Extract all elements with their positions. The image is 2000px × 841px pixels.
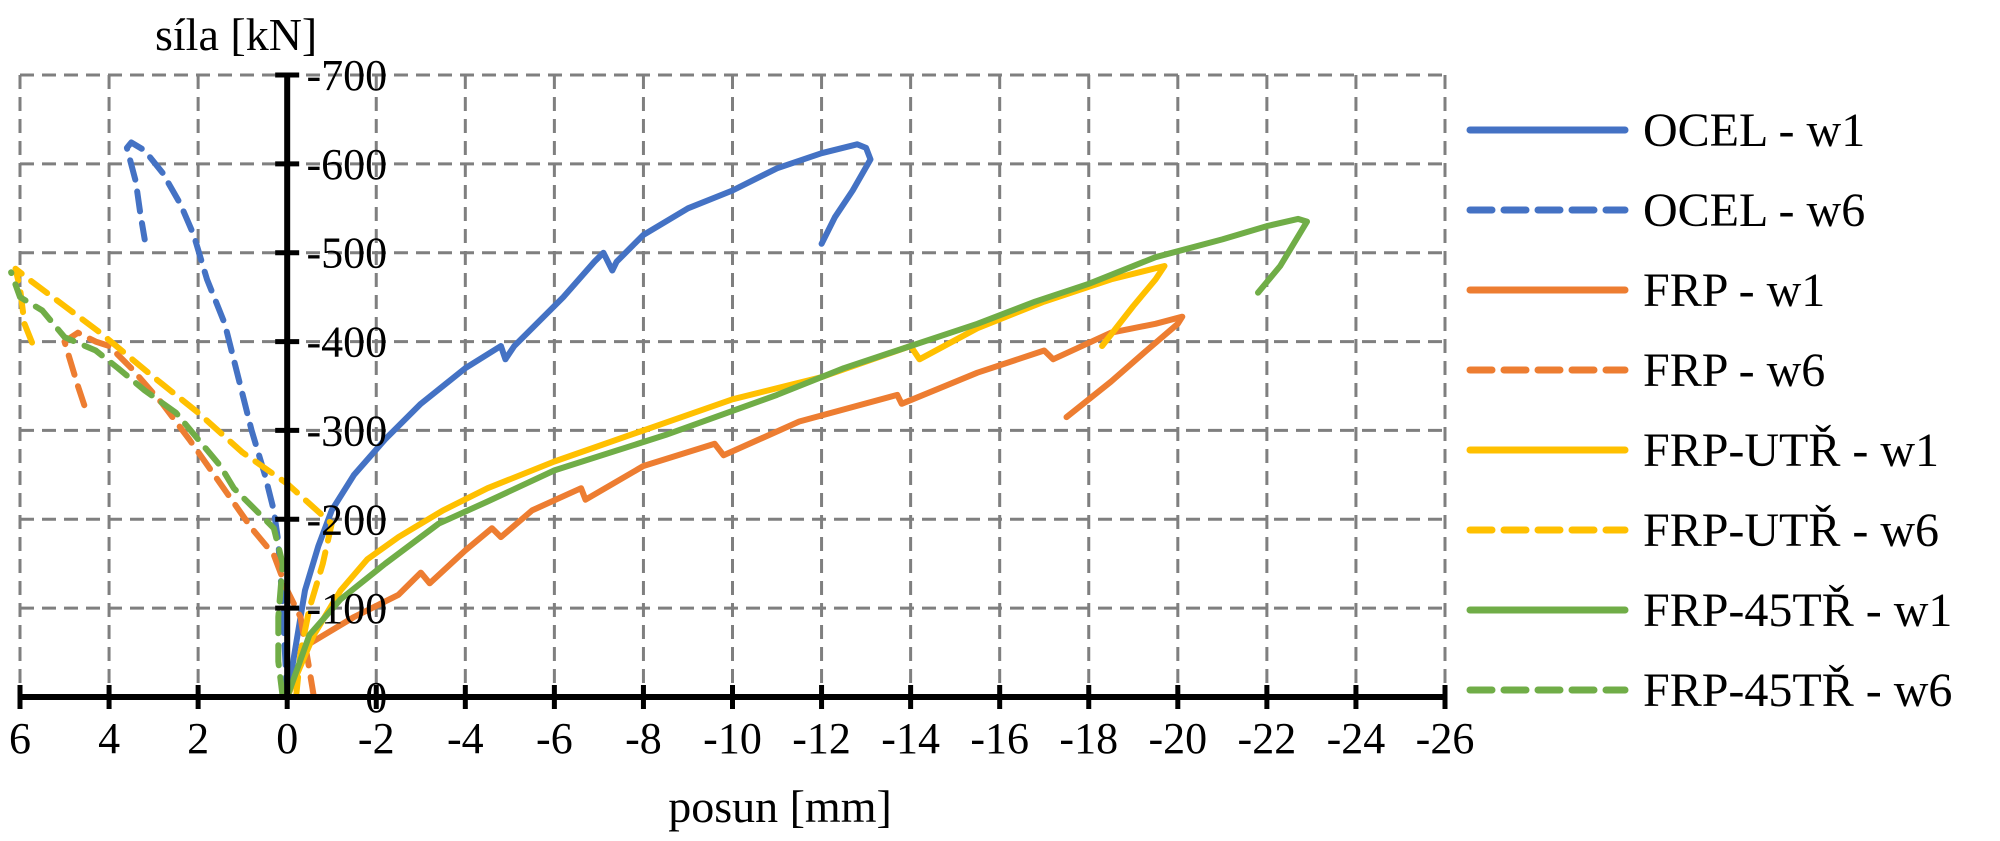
x-tick-label: 2 — [187, 714, 209, 763]
legend-label: FRP-UTŘ - w6 — [1643, 504, 1939, 557]
legend-label: FRP - w6 — [1643, 344, 1825, 397]
x-tick-label: -14 — [881, 714, 940, 763]
x-tick-label: -24 — [1327, 714, 1386, 763]
axes — [17, 72, 1448, 709]
x-tick-label: -6 — [536, 714, 573, 763]
series-line-frp-w1 — [284, 313, 1186, 700]
x-tick-label: -10 — [703, 714, 762, 763]
tick-labels: 6 4 2 0 -2 -4 -6 -8 -10 -12 -14 -16 -18 -20 -22 -24 -260… — [9, 51, 1474, 763]
series-line-frp-ut-w1 — [284, 263, 1168, 700]
x-tick-label: -18 — [1059, 714, 1118, 763]
y-tick-label: -500 — [307, 229, 388, 278]
y-tick-label: -300 — [307, 406, 388, 455]
x-tick-label: -2 — [358, 714, 395, 763]
series-line-ocel-w6 — [123, 139, 291, 700]
x-tick-label: -26 — [1416, 714, 1475, 763]
legend-label: FRP-45TŘ - w1 — [1643, 584, 1952, 637]
series-line-frp-45t-w1 — [284, 215, 1310, 700]
y-tick-label: -600 — [307, 140, 388, 189]
y-tick-label: -400 — [307, 318, 388, 367]
x-tick-label: 4 — [98, 714, 120, 763]
y-tick-label: -200 — [307, 495, 388, 544]
series-line-frp-45t-w6 — [8, 269, 286, 700]
x-tick-label: -12 — [792, 714, 851, 763]
legend: OCEL - w1 OCEL - w6 FRP - w1 FRP - w6 FRP-UT… — [1466, 104, 1952, 717]
x-tick-label: 0 — [276, 714, 298, 763]
y-tick-label: -100 — [307, 584, 388, 633]
x-tick-label: -22 — [1238, 714, 1297, 763]
legend-label: OCEL - w6 — [1643, 184, 1865, 237]
x-tick-label: -16 — [970, 714, 1029, 763]
x-tick-label: -20 — [1148, 714, 1207, 763]
series-line-frp-w6 — [61, 329, 317, 700]
x-tick-label: -8 — [625, 714, 662, 763]
plot-area — [8, 139, 1310, 700]
legend-label: FRP-45TŘ - w6 — [1643, 664, 1952, 717]
legend-label: FRP-UTŘ - w1 — [1643, 424, 1939, 477]
y-tick-label: -700 — [307, 51, 388, 100]
legend-label: OCEL - w1 — [1643, 104, 1865, 157]
y-axis-title: síla [kN] — [155, 9, 317, 60]
series-line-frp-ut-w6 — [12, 265, 335, 700]
x-tick-label: -4 — [447, 714, 484, 763]
grid — [18, 73, 1447, 697]
x-tick-label: 6 — [9, 714, 31, 763]
legend-label: FRP - w1 — [1643, 264, 1825, 317]
x-axis-title: posun [mm] — [668, 781, 892, 832]
y-tick-label: 0 — [365, 673, 387, 722]
series-line-ocel-w1 — [284, 141, 874, 700]
